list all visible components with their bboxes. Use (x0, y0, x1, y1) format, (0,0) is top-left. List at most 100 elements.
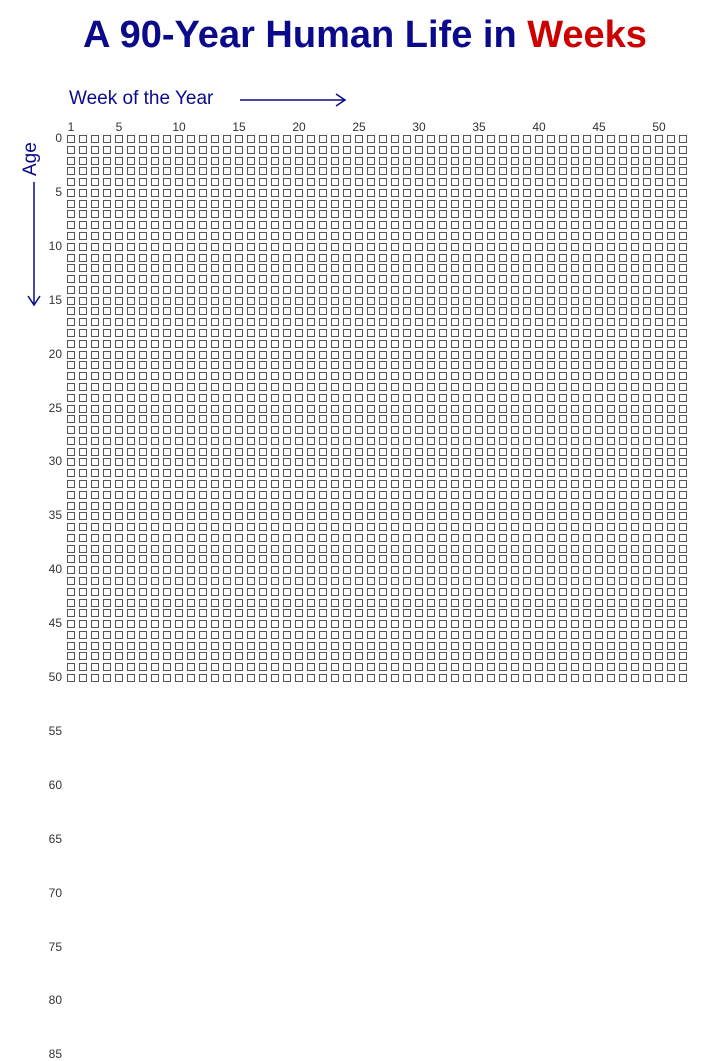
week-box (199, 329, 207, 337)
week-box (379, 545, 387, 553)
week-box (79, 491, 87, 499)
week-box (367, 297, 375, 305)
week-box (487, 307, 495, 315)
week-box (547, 351, 555, 359)
week-box (439, 189, 447, 197)
week-box (583, 437, 591, 445)
title-main: A 90-Year Human Life in (83, 14, 528, 56)
week-box (67, 405, 75, 413)
week-box (535, 448, 543, 456)
week-box (199, 340, 207, 348)
week-box (463, 157, 471, 165)
week-box (379, 178, 387, 186)
week-box (259, 340, 267, 348)
week-box (415, 512, 423, 520)
week-box (67, 609, 75, 617)
week-box (499, 566, 507, 574)
week-box (307, 534, 315, 542)
week-box (307, 631, 315, 639)
week-box (415, 178, 423, 186)
week-box (427, 361, 435, 369)
week-box (223, 200, 231, 208)
week-box (295, 609, 303, 617)
week-box (391, 146, 399, 154)
week-box (415, 437, 423, 445)
week-box (607, 189, 615, 197)
week-box (175, 210, 183, 218)
week-box (295, 458, 303, 466)
week-box (631, 351, 639, 359)
week-box (463, 297, 471, 305)
week-box (643, 361, 651, 369)
week-box (139, 394, 147, 402)
week-box (667, 383, 675, 391)
week-box (295, 588, 303, 596)
week-box (247, 361, 255, 369)
week-box (367, 577, 375, 585)
week-box (67, 383, 75, 391)
week-box (631, 663, 639, 671)
week-box (415, 652, 423, 660)
week-box (175, 135, 183, 143)
week-box (475, 609, 483, 617)
week-box (559, 189, 567, 197)
week-box (115, 555, 123, 563)
week-box (355, 200, 363, 208)
week-box (223, 631, 231, 639)
down-arrow-icon (27, 182, 41, 307)
week-box (403, 394, 411, 402)
week-box (403, 243, 411, 251)
week-box (451, 157, 459, 165)
week-box (427, 307, 435, 315)
age-tick-label: 70 (48, 885, 62, 900)
week-box (67, 146, 75, 154)
week-box (283, 415, 291, 423)
week-box (151, 588, 159, 596)
week-box (151, 437, 159, 445)
week-box (451, 264, 459, 272)
week-box (655, 523, 663, 531)
week-box (427, 502, 435, 510)
week-box (439, 297, 447, 305)
week-box (331, 275, 339, 283)
week-box (379, 577, 387, 585)
week-box (319, 555, 327, 563)
week-box (103, 307, 111, 315)
week-box (511, 415, 519, 423)
week-box (583, 340, 591, 348)
week-box (319, 135, 327, 143)
week-box (79, 340, 87, 348)
week-box (475, 577, 483, 585)
week-box (583, 415, 591, 423)
week-box (571, 415, 579, 423)
week-box (475, 545, 483, 553)
week-box (115, 351, 123, 359)
week-box (67, 642, 75, 650)
week-box (343, 545, 351, 553)
week-box (523, 189, 531, 197)
week-box (643, 405, 651, 413)
week-box (331, 415, 339, 423)
week-box (163, 480, 171, 488)
week-box (67, 620, 75, 628)
week-box (559, 297, 567, 305)
week-box (259, 555, 267, 563)
week-box (91, 405, 99, 413)
week-box (667, 642, 675, 650)
week-box (319, 167, 327, 175)
week-box (547, 135, 555, 143)
week-box (271, 555, 279, 563)
week-box (211, 405, 219, 413)
week-box (343, 243, 351, 251)
week-box (259, 264, 267, 272)
week-box (271, 264, 279, 272)
week-box (139, 157, 147, 165)
week-tick-label: 30 (412, 120, 426, 134)
week-box (139, 275, 147, 283)
week-box (595, 200, 603, 208)
week-box (523, 577, 531, 585)
week-box (67, 652, 75, 660)
week-box (163, 351, 171, 359)
week-box (595, 157, 603, 165)
week-box (199, 663, 207, 671)
